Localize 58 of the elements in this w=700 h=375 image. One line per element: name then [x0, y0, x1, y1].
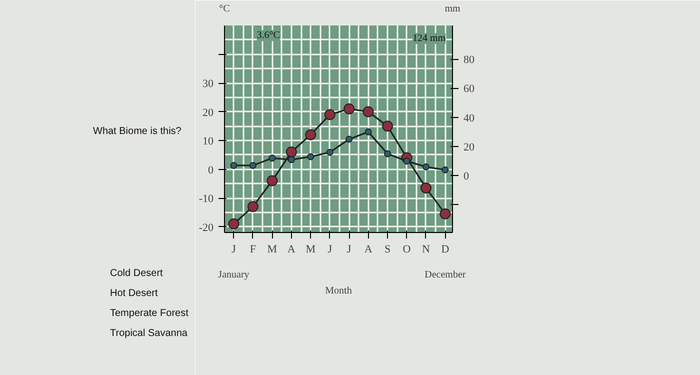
point: [362, 106, 374, 118]
point: [305, 129, 316, 140]
text: Cold Desert: [110, 267, 163, 281]
y-tick-label: 30: [202, 78, 214, 90]
point: [384, 150, 392, 158]
point: [268, 154, 276, 162]
x-axis-title: Month: [325, 286, 352, 296]
text: Temperate Forest: [110, 307, 188, 321]
point: [382, 120, 394, 132]
text: December: [424, 270, 466, 280]
x-tick-label: J: [328, 244, 333, 256]
x-tick-label: D: [441, 244, 450, 256]
x-tick-label: O: [402, 244, 411, 256]
x-tick-label: A: [364, 244, 372, 256]
text: Hot Desert: [110, 287, 158, 301]
y-axis-title: °C: [219, 4, 230, 14]
point: [230, 162, 238, 169]
annotation: 124 mm: [412, 32, 446, 44]
point: [346, 136, 353, 143]
annotation: 3.6°C: [256, 30, 280, 42]
x-tick-label: J: [232, 244, 237, 256]
point: [266, 175, 278, 186]
y-tick-label: 0: [208, 164, 214, 176]
y2-tick-label: 80: [464, 54, 475, 66]
y2-tick-label: 40: [464, 112, 475, 124]
x-tick-label: F: [250, 244, 256, 256]
point: [344, 103, 355, 114]
point: [286, 146, 297, 158]
x-tick-label: J: [346, 244, 352, 256]
point: [364, 128, 372, 136]
x-tick-label: S: [384, 244, 391, 256]
point: [247, 201, 258, 212]
x-tick-label: N: [422, 244, 430, 256]
y-tick-label: 20: [202, 106, 214, 119]
point: [440, 208, 451, 220]
point: [307, 153, 314, 160]
x-tick-label: A: [287, 244, 296, 256]
y-tick-label: -10: [198, 193, 214, 205]
point: [442, 166, 449, 174]
point: [228, 218, 240, 230]
point: [249, 162, 256, 169]
text: Tropical Savanna: [110, 327, 188, 341]
point: [288, 156, 295, 164]
x-tick-label: M: [267, 244, 278, 256]
point: [324, 109, 336, 120]
text: January: [218, 270, 250, 280]
point: [420, 182, 432, 194]
y2-axis-title: mm: [444, 4, 460, 14]
y-tick-label: -20: [198, 222, 214, 234]
point: [326, 148, 334, 156]
y2-tick-label: 20: [464, 141, 475, 154]
y-tick-label: 10: [202, 136, 214, 148]
text: What Biome is this?: [93, 125, 182, 139]
point: [422, 163, 430, 170]
point: [403, 158, 410, 165]
x-tick-label: M: [306, 244, 316, 256]
y2-tick-label: 0: [464, 170, 470, 183]
y2-tick-label: 60: [464, 83, 475, 96]
